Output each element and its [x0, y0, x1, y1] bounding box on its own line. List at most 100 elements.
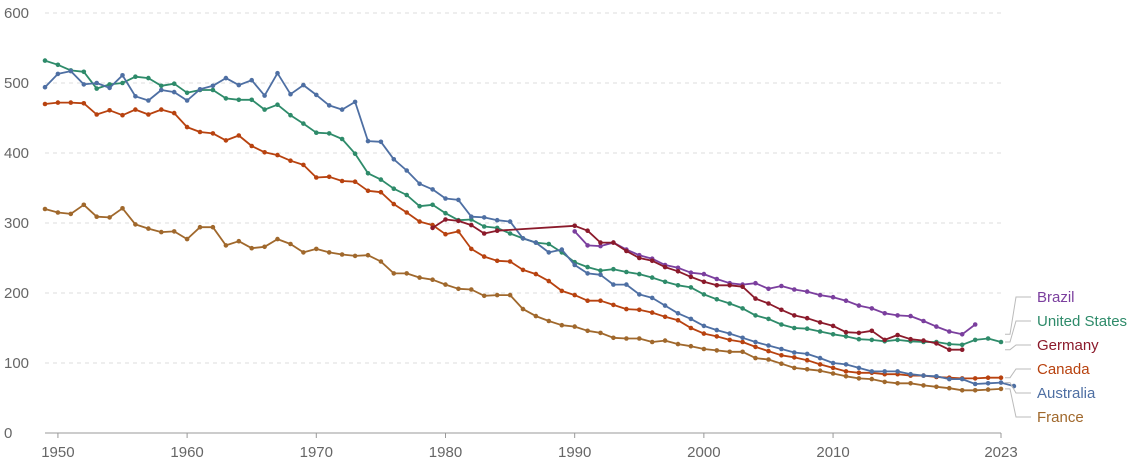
- data-point[interactable]: [843, 298, 849, 304]
- data-point[interactable]: [766, 301, 771, 306]
- data-point[interactable]: [766, 316, 771, 322]
- data-point[interactable]: [469, 246, 474, 252]
- data-point[interactable]: [649, 310, 655, 315]
- data-point[interactable]: [55, 100, 61, 105]
- data-point[interactable]: [572, 292, 577, 298]
- data-point[interactable]: [352, 253, 358, 259]
- data-point[interactable]: [934, 374, 939, 379]
- data-point[interactable]: [585, 264, 590, 270]
- data-point[interactable]: [391, 201, 397, 207]
- legend-label-australia[interactable]: Australia: [1037, 385, 1096, 402]
- data-point[interactable]: [688, 274, 694, 280]
- data-point[interactable]: [81, 82, 87, 87]
- data-point[interactable]: [714, 334, 720, 339]
- data-point[interactable]: [701, 331, 707, 336]
- data-point[interactable]: [146, 112, 151, 117]
- data-point[interactable]: [947, 385, 952, 391]
- data-point[interactable]: [107, 108, 112, 113]
- data-point[interactable]: [417, 181, 422, 187]
- data-point[interactable]: [830, 323, 836, 329]
- data-point[interactable]: [714, 297, 720, 302]
- data-point[interactable]: [326, 250, 332, 255]
- data-point[interactable]: [94, 112, 99, 117]
- data-point[interactable]: [598, 243, 603, 249]
- data-point[interactable]: [546, 250, 552, 255]
- data-point[interactable]: [908, 336, 913, 342]
- data-point[interactable]: [197, 87, 203, 92]
- data-point[interactable]: [675, 269, 681, 274]
- data-point[interactable]: [624, 269, 629, 275]
- data-point[interactable]: [753, 280, 758, 286]
- data-point[interactable]: [288, 91, 293, 97]
- data-point[interactable]: [714, 327, 720, 333]
- data-point[interactable]: [236, 238, 242, 244]
- data-point[interactable]: [727, 301, 732, 306]
- data-point[interactable]: [804, 351, 810, 357]
- data-point[interactable]: [624, 248, 629, 254]
- data-point[interactable]: [766, 286, 771, 292]
- data-point[interactable]: [662, 279, 668, 285]
- data-point[interactable]: [42, 101, 48, 107]
- data-point[interactable]: [792, 355, 797, 360]
- data-point[interactable]: [223, 75, 229, 81]
- data-point[interactable]: [171, 81, 177, 86]
- data-point[interactable]: [133, 107, 138, 112]
- data-point[interactable]: [985, 381, 991, 386]
- data-point[interactable]: [301, 121, 306, 126]
- data-point[interactable]: [391, 271, 397, 276]
- data-point[interactable]: [365, 171, 371, 176]
- data-point[interactable]: [494, 258, 500, 264]
- data-point[interactable]: [701, 323, 707, 329]
- data-point[interactable]: [378, 259, 384, 264]
- data-point[interactable]: [598, 268, 603, 273]
- data-point[interactable]: [171, 229, 177, 234]
- data-point[interactable]: [55, 62, 61, 68]
- data-point[interactable]: [417, 219, 422, 224]
- data-point[interactable]: [159, 107, 164, 112]
- data-point[interactable]: [42, 58, 48, 63]
- data-point[interactable]: [159, 83, 164, 89]
- data-point[interactable]: [830, 371, 836, 376]
- data-point[interactable]: [469, 222, 474, 228]
- data-point[interactable]: [688, 316, 694, 322]
- data-point[interactable]: [288, 158, 293, 163]
- data-point[interactable]: [572, 229, 577, 234]
- data-point[interactable]: [391, 186, 397, 191]
- data-point[interactable]: [585, 228, 590, 233]
- data-point[interactable]: [326, 131, 332, 136]
- data-point[interactable]: [146, 226, 151, 231]
- data-point[interactable]: [81, 69, 87, 75]
- data-point[interactable]: [68, 100, 74, 105]
- data-point[interactable]: [817, 329, 823, 334]
- data-point[interactable]: [42, 206, 48, 212]
- data-point[interactable]: [184, 98, 190, 103]
- data-point[interactable]: [314, 92, 319, 98]
- data-point[interactable]: [804, 289, 810, 294]
- data-point[interactable]: [572, 324, 577, 329]
- data-point[interactable]: [637, 271, 642, 277]
- data-point[interactable]: [779, 361, 784, 367]
- data-point[interactable]: [417, 275, 422, 280]
- data-point[interactable]: [55, 71, 61, 77]
- data-point[interactable]: [481, 231, 487, 236]
- legend-label-france[interactable]: France: [1037, 409, 1084, 426]
- data-point[interactable]: [869, 376, 875, 382]
- data-point[interactable]: [456, 286, 461, 292]
- data-point[interactable]: [197, 224, 203, 230]
- data-point[interactable]: [662, 338, 668, 343]
- data-point[interactable]: [804, 367, 810, 372]
- data-point[interactable]: [546, 241, 552, 247]
- data-point[interactable]: [637, 307, 642, 313]
- data-point[interactable]: [133, 94, 138, 99]
- data-point[interactable]: [611, 302, 616, 308]
- data-point[interactable]: [301, 82, 306, 88]
- data-point[interactable]: [727, 331, 732, 336]
- data-point[interactable]: [210, 87, 216, 93]
- data-point[interactable]: [94, 214, 99, 219]
- data-point[interactable]: [779, 307, 784, 313]
- data-point[interactable]: [585, 298, 590, 304]
- legend-label-united-states[interactable]: United States: [1037, 313, 1127, 330]
- data-point[interactable]: [947, 376, 952, 382]
- data-point[interactable]: [249, 143, 254, 149]
- data-point[interactable]: [210, 83, 216, 89]
